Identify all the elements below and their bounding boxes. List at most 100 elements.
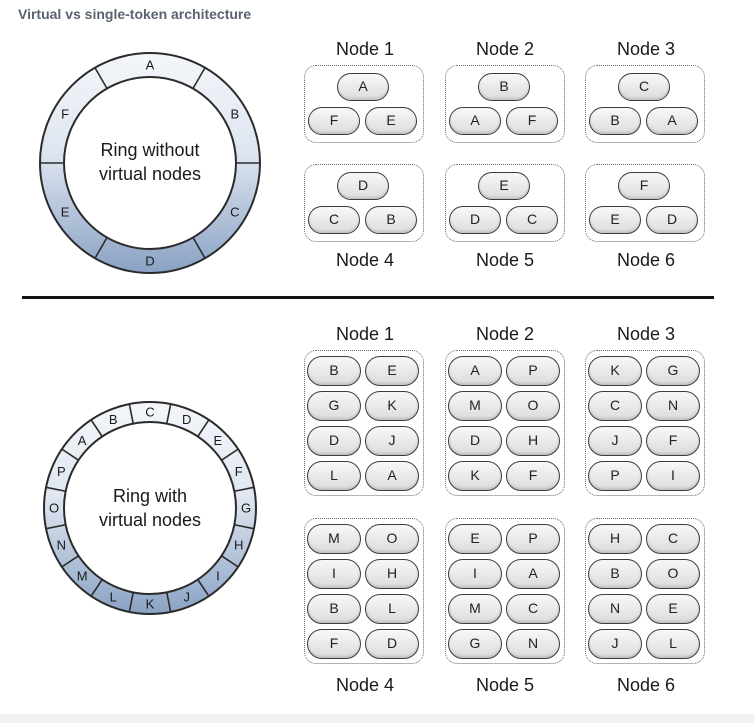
node-group: M O I H B L F D [304,518,424,664]
node-group: E P I A M C G N [445,518,565,664]
token-pill: K [448,461,502,491]
ring-segment-divider [234,523,255,530]
token-pill: D [646,206,698,234]
node-group: B E G K D J L A [304,350,424,496]
token-pill: M [307,524,361,554]
ring-segment-label: E [214,433,223,448]
ring-segment-label: G [241,501,251,516]
token-pill: A [646,107,698,135]
token-pill: F [307,629,361,659]
token-pill: N [506,629,560,659]
token-pill: H [588,524,642,554]
token-pill: A [448,356,502,386]
ring-segment-divider [192,237,206,259]
node-label: Node 3 [616,324,676,344]
node-group: A F E [304,65,424,143]
bottom-strip [0,714,754,723]
node-label: Node 1 [335,324,395,344]
ring-segment-divider [197,579,210,597]
ring-segment-label: F [235,464,243,479]
token-pill: E [365,107,417,135]
token-pill: F [506,461,560,491]
ring-segment-label: I [216,569,220,584]
ring-segment-label: D [182,412,191,427]
node-group: B A F [445,65,565,143]
ring-segment-label: O [49,501,59,516]
token-pill: D [448,426,502,456]
node-label: Node 4 [335,250,395,270]
ring-segment-divider [221,555,239,568]
token-pill: D [337,172,389,200]
ring-segment-divider [90,419,103,437]
ring-segment-divider [197,419,210,437]
node-group: D C B [304,164,424,242]
ring-segment-divider [221,448,239,461]
ring-segment-label: H [234,537,243,552]
token-pill: J [588,426,642,456]
token-pill: H [365,559,419,589]
section-divider [22,296,714,299]
token-pill: E [646,594,700,624]
token-pill: L [365,594,419,624]
token-pill: E [478,172,530,200]
token-pill: J [588,629,642,659]
node-group: A P M O D H K F [445,350,565,496]
ring-segment-divider [165,592,172,613]
page-title: Virtual vs single-token architecture [18,6,252,22]
token-pill: I [307,559,361,589]
ring-segment-label: L [110,589,117,604]
ring-segment-divider [128,592,135,613]
ring-with-virtual-nodes: A B C D E F G H I J K L M N O P Ring with virtual nodes [42,401,258,615]
ring-segment-divider [165,403,172,424]
ring-segment-label: J [183,589,190,604]
ring-center-label-line1: Ring with [113,486,187,506]
ring-center-label-line1: Ring without [100,140,199,160]
ring-segment-label: M [77,569,88,584]
token-pill: C [646,524,700,554]
ring-segment-label: B [109,412,118,427]
ring-segment-divider [90,579,103,597]
token-pill: P [506,356,560,386]
ring-center-label-line2: virtual nodes [99,164,201,184]
token-pill: B [478,73,530,101]
node-label: Node 5 [475,675,535,695]
ring-segment-label: D [145,254,154,269]
ring-segment-divider [234,486,255,493]
ring-band [38,52,262,274]
token-pill: K [588,356,642,386]
ring-segment-divider [128,403,135,424]
ring-segment-label: K [146,597,155,612]
ring-without-virtual-nodes: A B C D E F Ring without virtual nodes [38,52,262,274]
ring-segment-label: A [146,58,155,73]
ring-segment-label: E [61,205,70,220]
token-pill: M [448,594,502,624]
ring-center-label-line2: virtual nodes [99,510,201,530]
node-group: E D C [445,164,565,242]
node-group: H C B O N E J L [585,518,705,664]
node-group: K G C N J F P I [585,350,705,496]
token-pill: I [448,559,502,589]
ring-segment-divider [61,555,79,568]
ring-segment-divider [94,237,108,259]
node-group: F E D [585,164,705,242]
token-pill: L [307,461,361,491]
token-pill: M [448,391,502,421]
token-pill: O [646,559,700,589]
ring-segment-label: B [231,107,240,122]
ring-segment-label: C [230,205,239,220]
token-pill: P [588,461,642,491]
node-group: C B A [585,65,705,143]
token-pill: F [308,107,360,135]
token-pill: B [589,107,641,135]
node-label: Node 2 [475,39,535,59]
token-pill: K [365,391,419,421]
token-pill: G [448,629,502,659]
node-label: Node 4 [335,675,395,695]
token-pill: C [506,594,560,624]
token-pill: H [506,426,560,456]
token-pill: I [646,461,700,491]
token-pill: C [618,73,670,101]
token-pill: O [365,524,419,554]
token-pill: B [307,356,361,386]
ring-segment-divider [45,486,66,493]
